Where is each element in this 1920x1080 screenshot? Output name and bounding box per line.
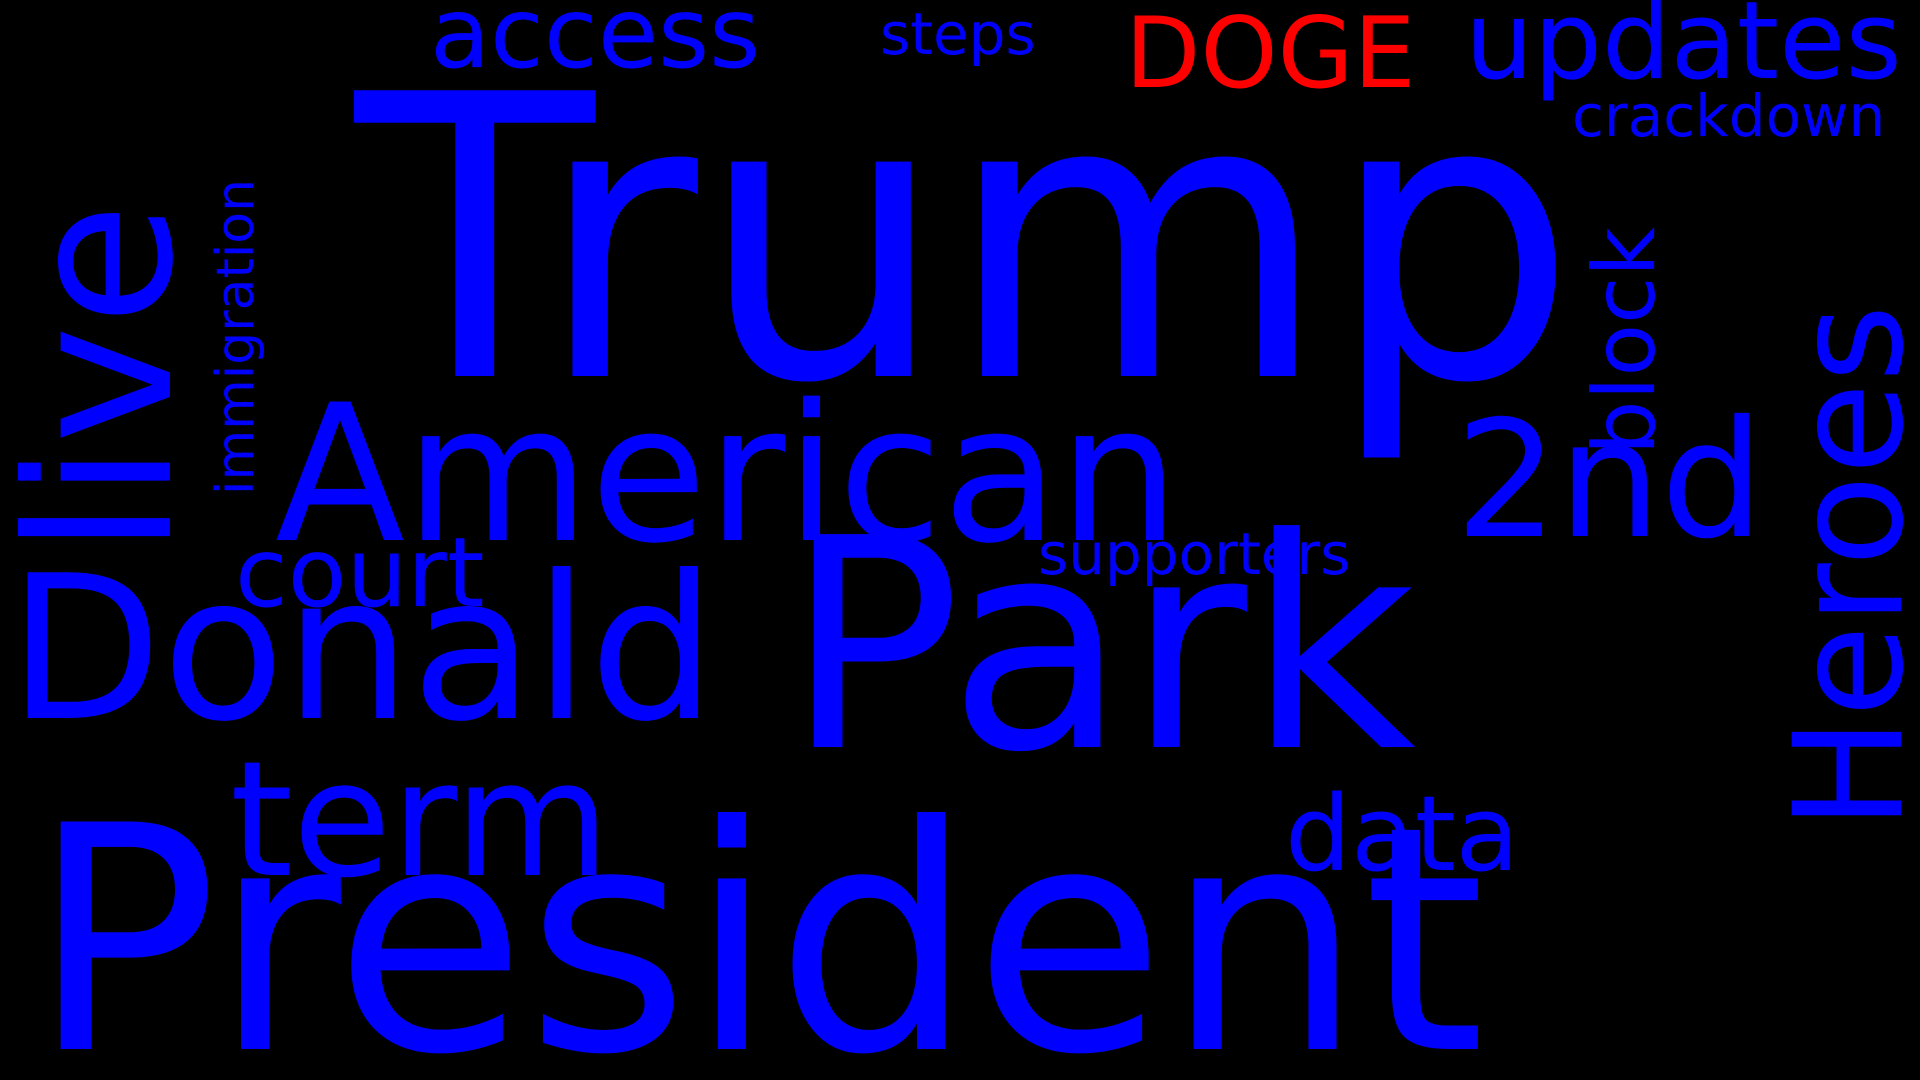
word-term: term (230, 726, 610, 913)
word-american: American (275, 364, 1180, 585)
word-park: Park (785, 476, 1417, 816)
word-access: access (430, 0, 761, 91)
word-president: President (30, 759, 1486, 1080)
word-supporters: supporters (1038, 520, 1351, 588)
word-data: data (1285, 773, 1520, 895)
word-crackdown: crackdown (1572, 82, 1886, 150)
word-trump: Trump (355, 13, 1578, 469)
word-block: block (1575, 226, 1675, 455)
word-steps: steps (880, 0, 1036, 68)
word-live: live (0, 202, 218, 555)
word-updates: updates (1465, 0, 1902, 104)
word-donald: Donald (8, 533, 717, 766)
word-immigration: immigration (206, 178, 266, 495)
word-2nd: 2nd (1455, 387, 1764, 575)
word-court: court (235, 517, 485, 629)
word-doge: DOGE (1125, 0, 1416, 111)
word-heroes: Heroes (1763, 304, 1920, 830)
